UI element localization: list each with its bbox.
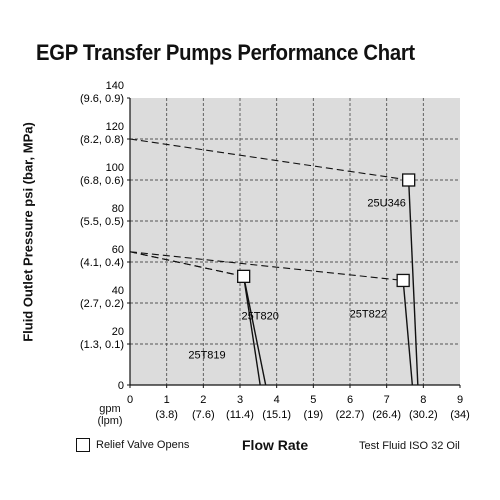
x-tick-lpm-label: (30.2) (409, 409, 438, 421)
y-tick-label: 120 (106, 121, 124, 133)
relief-valve-marker-icon (76, 438, 90, 452)
series-line-25T820-solid (242, 276, 267, 386)
y-tick-metric-label: (9.6, 0.9) (80, 93, 124, 105)
series-line-25U346-dashed (129, 138, 409, 181)
legend-label: Relief Valve Opens (96, 439, 190, 451)
x-tick-lpm-label: (15.1) (262, 409, 291, 421)
y-axis-label: Fluid Outlet Pressure psi (bar, MPa) (20, 122, 36, 342)
x-tick-lpm-label: (34) (450, 409, 470, 421)
x-tick-lpm-label: (7.6) (192, 409, 215, 421)
y-tick-metric-label: (2.7, 0.2) (80, 298, 124, 310)
test-fluid-note: Test Fluid ISO 32 Oil (359, 440, 460, 452)
series-label-25T820: 25T820 (242, 310, 279, 322)
legend: Relief Valve Opens (76, 438, 189, 452)
y-tick-label: 20 (112, 326, 124, 338)
x-tick-label: 7 (384, 394, 390, 406)
x-tick-label: 9 (457, 394, 463, 406)
series-line-25T822-solid (402, 280, 414, 386)
series-line-25T819-dashed (129, 251, 244, 277)
x-tick-label: 2 (200, 394, 206, 406)
series-line-25T822-dashed (129, 251, 404, 281)
y-tick-metric-label: (1.3, 0.1) (80, 339, 124, 351)
relief-valve-marker-25T820 (237, 269, 251, 284)
x-unit-lpm: (lpm) (97, 415, 123, 427)
y-tick-metric-label: (8.2, 0.8) (80, 134, 124, 146)
y-tick-label: 0 (118, 380, 124, 392)
x-tick-lpm-label: (11.4) (226, 409, 254, 421)
x-tick-label: 0 (127, 394, 133, 406)
x-tick-label: 6 (347, 394, 353, 406)
y-tick-metric-label: (5.5, 0.5) (80, 216, 124, 228)
x-tick-lpm-label: (3.8) (155, 409, 178, 421)
series-label-25T822: 25T822 (350, 308, 387, 320)
series-label-25U346: 25U346 (367, 198, 406, 210)
relief-valve-marker-25T822 (396, 273, 410, 288)
y-tick-label: 140 (106, 80, 124, 92)
x-tick-lpm-label: (22.7) (336, 409, 365, 421)
y-tick-label: 100 (106, 162, 124, 174)
series-label-25T819: 25T819 (188, 349, 225, 361)
relief-valve-marker-25U346 (402, 173, 416, 187)
y-tick-label: 60 (112, 244, 124, 256)
x-tick-lpm-label: (19) (304, 409, 324, 421)
y-tick-label: 40 (112, 285, 124, 297)
x-axis-label: Flow Rate (242, 437, 309, 453)
x-tick-lpm-label: (26.4) (372, 409, 401, 421)
series-line-25T819-solid (242, 276, 261, 386)
y-tick-label: 80 (112, 203, 124, 215)
x-tick-label: 1 (164, 394, 170, 406)
x-tick-label: 8 (420, 394, 426, 406)
x-tick-label: 4 (274, 394, 280, 406)
x-tick-label: 3 (237, 394, 243, 406)
y-tick-metric-label: (4.1, 0.4) (80, 257, 124, 269)
series-line-25U346-solid (407, 179, 419, 386)
plot-area (130, 98, 460, 385)
y-tick-metric-label: (6.8, 0.6) (80, 175, 124, 187)
x-unit-gpm: gpm (99, 403, 121, 415)
x-tick-label: 5 (310, 394, 316, 406)
chart-title: EGP Transfer Pumps Performance Chart (36, 40, 415, 65)
